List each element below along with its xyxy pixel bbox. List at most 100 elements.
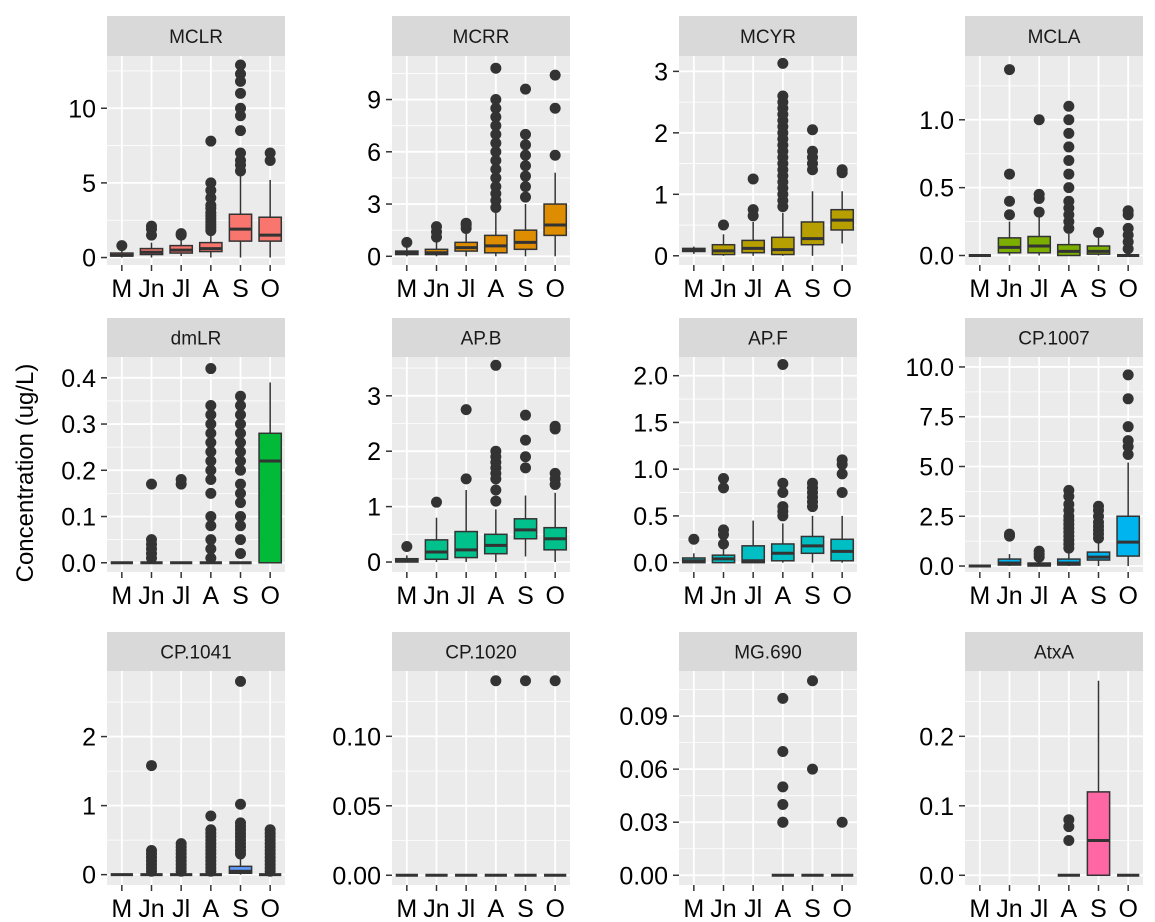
y-tick-label: 5 (82, 170, 96, 198)
y-tick-label: 7.5 (919, 404, 954, 432)
box-a (770, 57, 795, 256)
y-tick-label: 1.5 (633, 409, 668, 437)
outlier-point (1063, 498, 1075, 510)
outlier-point (1122, 449, 1134, 461)
y-tick-label: 10 (68, 95, 96, 123)
outlier-point (549, 675, 561, 687)
outlier-point (235, 511, 246, 523)
outlier-point (836, 816, 848, 828)
x-tick-label: M (396, 582, 417, 610)
outlier-point (1004, 195, 1015, 207)
box-jl (170, 838, 193, 877)
strip-label: MCYR (740, 27, 796, 48)
box-body (800, 221, 825, 246)
facet-panel-atxa: AtxA 0.0 0.1 0.2 M Jn Jl A S O (919, 632, 1143, 922)
outlier-point (1063, 100, 1075, 112)
outlier-point (688, 533, 700, 545)
outlier-point (146, 220, 157, 232)
outlier-point (490, 102, 502, 114)
outlier-point (205, 409, 217, 421)
strip-bg (107, 318, 285, 357)
outlier-point (431, 496, 442, 508)
x-tick-label: Jn (423, 895, 449, 922)
x-tick-label: O (545, 895, 564, 922)
outlier-point (777, 816, 789, 828)
box-jl (454, 217, 479, 257)
outlier-point (205, 437, 217, 449)
outlier-point (205, 520, 217, 532)
panel-bg (107, 357, 285, 572)
outlier-point (1063, 127, 1075, 139)
outlier-point (490, 181, 502, 193)
outlier-point (549, 467, 561, 479)
y-tick-label: 0.10 (332, 723, 381, 751)
outlier-point (205, 418, 217, 430)
box-s (1086, 500, 1111, 567)
outlier-point (777, 745, 789, 757)
outlier-point (1122, 421, 1134, 433)
strip-bg (679, 16, 857, 56)
x-tick-label: Jl (1030, 275, 1048, 303)
x-tick-label: M (683, 895, 704, 922)
box-m (394, 236, 419, 257)
box-jl (1027, 545, 1052, 567)
outlier-point (205, 534, 217, 546)
box-s (513, 83, 538, 257)
outlier-point (205, 400, 217, 412)
outlier-point (235, 478, 246, 490)
box-body (543, 203, 568, 237)
box-jn (711, 219, 736, 256)
x-tick-label: Jl (744, 582, 762, 610)
outlier-point (807, 675, 818, 687)
x-tick-label: M (969, 582, 990, 610)
x-tick-label: S (1090, 582, 1107, 610)
y-tick-label: 0.0 (919, 862, 954, 890)
x-tick-label: Jl (457, 275, 475, 303)
x-tick-label: O (260, 895, 279, 922)
outlier-point (490, 675, 502, 687)
panel-bg (679, 671, 857, 885)
strip-bg (679, 632, 857, 671)
strip-bg (392, 632, 570, 671)
x-tick-label: Jl (172, 582, 190, 610)
strip-label: AtxA (1034, 643, 1074, 664)
outlier-point (235, 409, 246, 421)
strip-bg (107, 16, 285, 56)
outlier-point (520, 160, 531, 172)
outlier-point (718, 482, 729, 494)
outlier-point (1063, 141, 1075, 153)
outlier-point (807, 477, 818, 489)
y-tick-label: 0.3 (61, 411, 96, 439)
facet-panel-mg-690: MG.690 0.00 0.03 0.06 0.09 M Jn Jl A S O (619, 632, 857, 922)
y-tick-label: 0.1 (61, 504, 96, 532)
outlier-point (1122, 205, 1134, 217)
facet-panel-mclr: MCLR 0 5 10 M Jn Jl A S O (68, 16, 285, 303)
strip-label: MCRR (453, 27, 510, 48)
outlier-point (836, 468, 848, 480)
outlier-point (490, 163, 502, 175)
strip-label: CP.1020 (445, 643, 517, 664)
outlier-point (490, 172, 502, 184)
outlier-point (1063, 835, 1075, 847)
box-body (258, 432, 283, 564)
box-body (454, 530, 479, 559)
x-tick-label: Jn (710, 895, 736, 922)
outlier-point (520, 191, 531, 203)
box-m (109, 240, 134, 258)
strip-bg (392, 16, 570, 56)
y-tick-label: 0 (654, 243, 668, 271)
x-tick-label: O (545, 275, 564, 303)
outlier-point (836, 454, 848, 466)
box-jn (139, 220, 164, 258)
y-tick-label: 0.0 (61, 550, 96, 578)
outlier-point (807, 145, 818, 157)
outlier-point (235, 147, 246, 159)
outlier-point (1004, 64, 1015, 76)
outlier-point (777, 90, 789, 102)
x-tick-label: M (111, 275, 132, 303)
outlier-point (1063, 114, 1075, 126)
strip-label: MG.690 (734, 643, 802, 664)
x-tick-label: O (1118, 275, 1137, 303)
outlier-point (777, 799, 789, 811)
